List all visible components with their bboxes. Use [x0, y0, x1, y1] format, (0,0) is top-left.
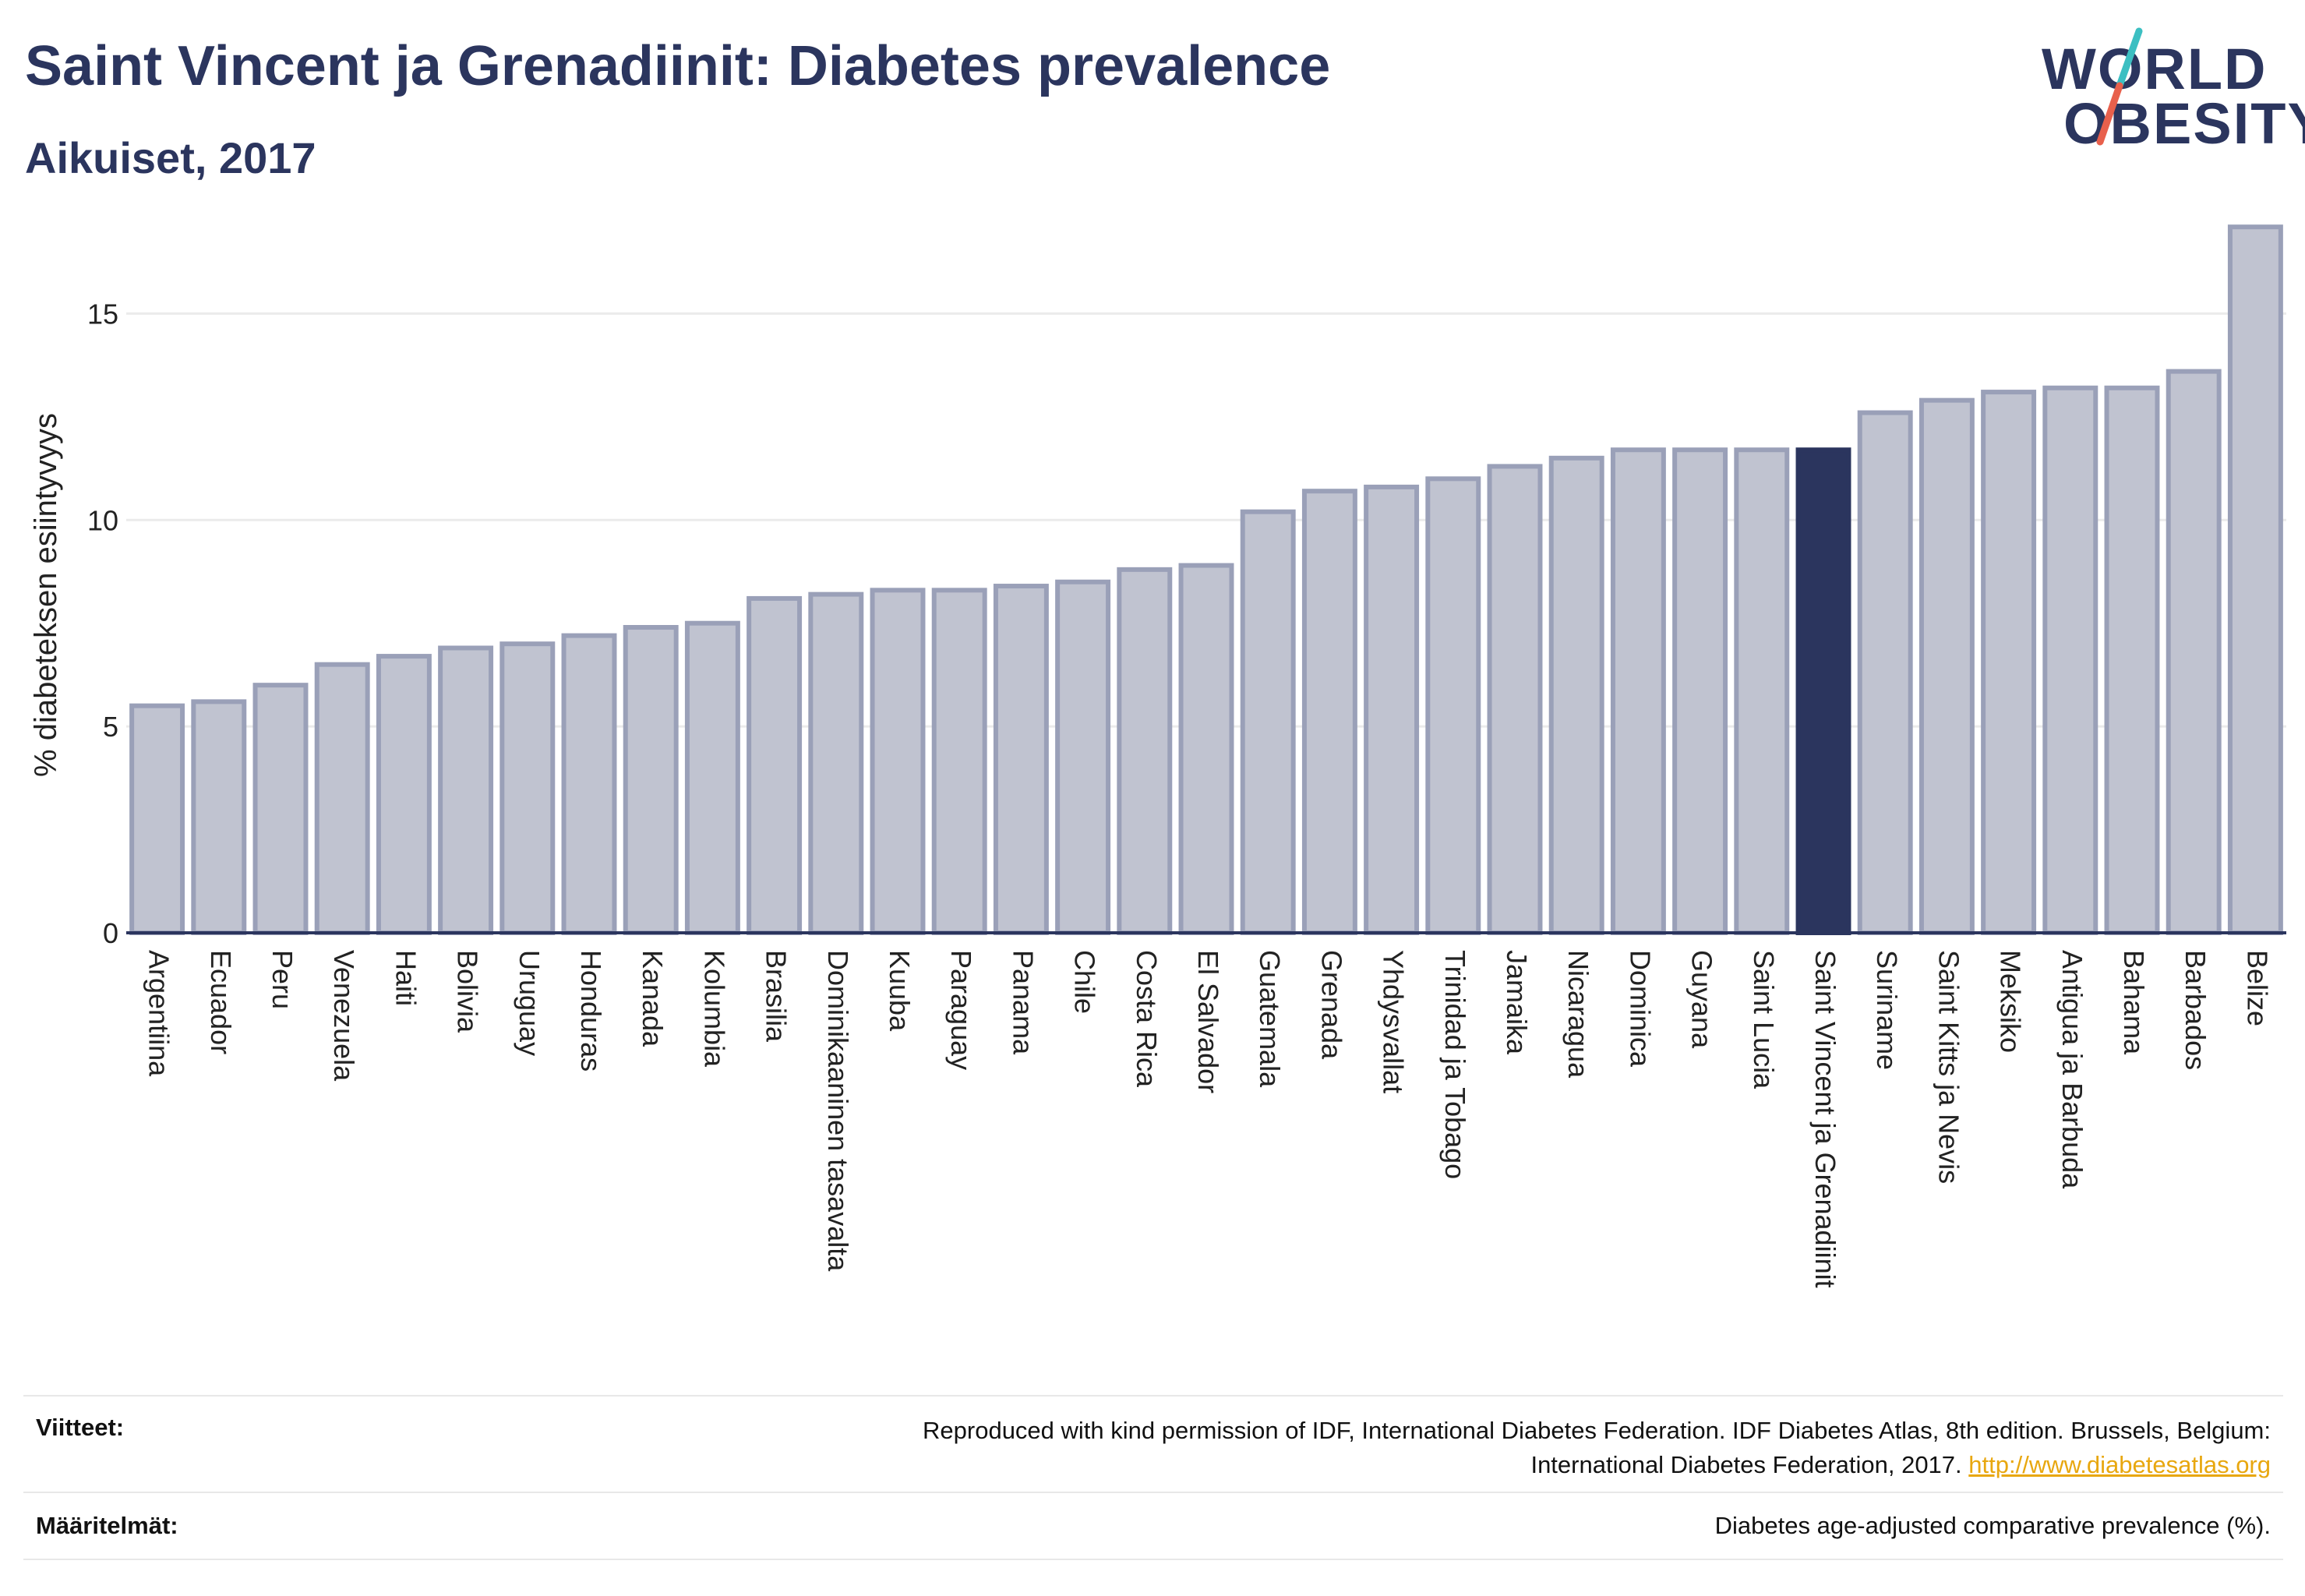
x-tick-label: Kanada: [637, 950, 669, 1047]
bar: [2042, 385, 2099, 935]
bar: [684, 620, 740, 935]
y-tick-label: 0: [103, 917, 118, 949]
chart-title: Saint Vincent ja Grenadiinit: Diabetes p…: [25, 35, 1331, 97]
x-tick-label: Uruguay: [514, 950, 545, 1056]
bar: [2104, 385, 2160, 935]
bar: [1857, 410, 1913, 935]
x-tick-label: El Salvador: [1192, 950, 1224, 1093]
bar-highlighted: [1795, 447, 1851, 935]
bar: [129, 703, 185, 936]
definitions-text: Diabetes age-adjusted comparative preval…: [1714, 1512, 2271, 1539]
x-tick-label: Argentiina: [143, 950, 175, 1077]
definitions-row: Määritelmät: Diabetes age-adjusted compa…: [23, 1492, 2283, 1560]
bar: [1981, 390, 2037, 935]
bar: [1672, 447, 1728, 935]
x-tick-label: Nicaragua: [1562, 950, 1594, 1079]
bar: [1487, 464, 1543, 935]
x-tick-label: Paraguay: [945, 950, 977, 1070]
x-tick-label: Brasilia: [761, 950, 792, 1043]
bar: [1240, 509, 1296, 935]
x-tick-label: Venezuela: [328, 950, 360, 1082]
bar: [623, 625, 679, 935]
bar: [252, 683, 309, 936]
axes: 0 5 10 15 Argentiina Ecuador Peru Venezuela Hait…: [29, 298, 2286, 1288]
chart-subtitle: Aikuiset, 2017: [25, 133, 316, 182]
bar: [747, 595, 803, 936]
references-line-2: International Diabetes Federation, 2017.: [1530, 1451, 1962, 1478]
bar: [561, 633, 617, 935]
bar: [1918, 397, 1975, 935]
bar: [1178, 563, 1234, 935]
bar: [1364, 484, 1420, 935]
x-tick-label: Haiti: [390, 950, 422, 1006]
definitions-label: Määritelmät:: [36, 1512, 178, 1539]
references-line-2-wrap: International Diabetes Federation, 2017.…: [923, 1448, 2271, 1482]
x-tick-label: Saint Vincent ja Grenadiinit: [1809, 950, 1841, 1288]
x-tick-label: Suriname: [1871, 950, 1903, 1070]
y-tick-label: 10: [87, 504, 118, 536]
bar: [314, 662, 370, 936]
bar: [438, 645, 494, 935]
x-tick-label: Dominikaaninen tasavalta: [822, 950, 854, 1272]
world-obesity-logo: WORLD OBESITY: [2026, 23, 2305, 164]
x-tick-label: Bahama: [2118, 950, 2150, 1055]
x-tick-label: Meksiko: [1995, 950, 2027, 1053]
bar: [1117, 567, 1173, 935]
x-tick-label: Ecuador: [205, 950, 237, 1054]
references-line-1: Reproduced with kind permission of IDF, …: [923, 1417, 2271, 1444]
x-tick-label: Kuuba: [884, 950, 916, 1032]
bar: [808, 591, 864, 935]
x-tick-label: Chile: [1069, 950, 1101, 1014]
bar: [1425, 476, 1481, 935]
bar: [191, 699, 247, 935]
x-tick-label: Yhdysvallat: [1378, 950, 1410, 1093]
x-tick-label: Guyana: [1686, 950, 1718, 1049]
bar: [1055, 579, 1111, 935]
references-row: Viitteet: Reproduced with kind permissio…: [23, 1395, 2283, 1493]
bar: [2227, 224, 2283, 935]
x-tick-label: Bolivia: [452, 950, 484, 1033]
x-tick-label: Belize: [2241, 950, 2273, 1026]
bar: [993, 584, 1049, 935]
bar: [1301, 489, 1357, 935]
bar: [1548, 455, 1604, 935]
x-tick-label: Barbados: [2180, 950, 2211, 1070]
bar: [931, 588, 987, 936]
x-tick-label: Jamaika: [1501, 950, 1533, 1055]
x-tick-label: Honduras: [575, 950, 607, 1072]
references-text: Reproduced with kind permission of IDF, …: [923, 1414, 2271, 1482]
x-tick-label: Antigua ja Barbuda: [2056, 950, 2088, 1189]
bar: [376, 654, 432, 935]
references-label: Viitteet:: [36, 1414, 125, 1441]
x-tick-label: Trinidad ja Tobago: [1439, 950, 1471, 1179]
x-tick-label: Dominica: [1624, 950, 1656, 1068]
bar-chart: 0 5 10 15 Argentiina Ecuador Peru Venezuela Hait…: [29, 224, 2286, 1288]
logo-line-1: WORLD: [2042, 37, 2268, 101]
x-tick-label: Saint Kitts ja Nevis: [1933, 950, 1964, 1184]
bar: [1734, 447, 1790, 935]
x-tick-label: Grenada: [1315, 950, 1347, 1060]
x-tick-label: Saint Lucia: [1748, 950, 1780, 1089]
x-tick-label: Kolumbia: [698, 950, 730, 1068]
logo-slash-icon: [2096, 27, 2143, 146]
x-tick-label: Guatemala: [1254, 950, 1286, 1088]
y-tick-label: 5: [103, 711, 118, 743]
bar: [2166, 369, 2222, 935]
x-tick-label: Costa Rica: [1131, 950, 1163, 1088]
diabetes-atlas-link[interactable]: http://www.diabetesatlas.org: [1968, 1451, 2271, 1478]
bar: [870, 588, 926, 936]
y-axis-label: % diabeteksen esiintyvyys: [29, 413, 63, 777]
bar: [1610, 447, 1666, 935]
bar: [499, 641, 556, 935]
x-tick-label: Panama: [1007, 950, 1039, 1055]
x-tick-label: Peru: [267, 950, 298, 1009]
y-tick-label: 15: [87, 298, 118, 330]
bars: [129, 224, 2283, 936]
